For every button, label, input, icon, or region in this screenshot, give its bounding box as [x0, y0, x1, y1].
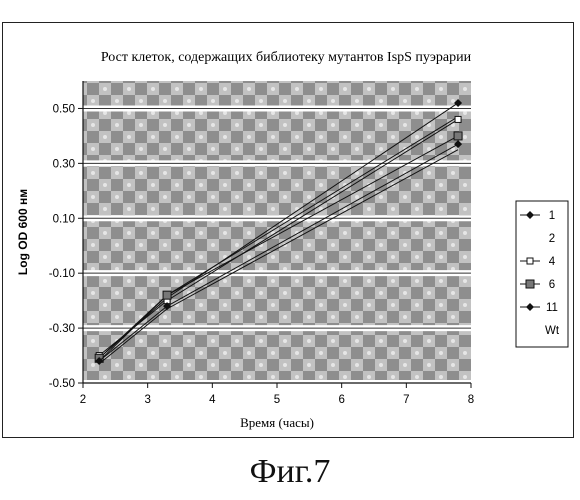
chart-svg: Рост клеток, содержащих библиотеку мутан…: [3, 23, 573, 437]
y-tick-label: 0.10: [53, 213, 75, 225]
legend-marker: [526, 280, 534, 288]
legend-label: 4: [549, 256, 556, 268]
legend: 1 2 4 6 11 Wt: [516, 201, 568, 347]
data-point: [163, 291, 171, 299]
legend-label: 11: [546, 302, 558, 314]
x-tick-label: 5: [274, 394, 280, 406]
x-tick-label: 8: [468, 394, 474, 406]
legend-label: Wt: [545, 325, 560, 337]
x-tick-label: 3: [144, 394, 150, 406]
legend-label: 2: [549, 233, 555, 245]
x-tick-label: 4: [209, 394, 216, 406]
y-tick-label: 0.50: [53, 103, 75, 115]
x-axis-ticks: 2 3 4 5 6 7 8: [80, 383, 474, 406]
legend-entry: Wt: [545, 325, 560, 337]
legend-box: [516, 201, 568, 347]
y-tick-label: 0.30: [53, 158, 75, 170]
legend-entry: 2: [549, 233, 555, 245]
y-tick-label: -0.10: [49, 268, 75, 280]
figure-caption: Фиг.7: [0, 452, 580, 492]
chart-title: Рост клеток, содержащих библиотеку мутан…: [101, 50, 472, 65]
legend-label: 6: [549, 279, 555, 291]
y-axis-label: Log OD 600 нм: [16, 189, 30, 275]
x-axis-label: Время (часы): [240, 415, 314, 430]
x-tick-label: 6: [338, 394, 344, 406]
x-tick-label: 2: [80, 394, 86, 406]
data-point: [454, 132, 462, 140]
x-tick-label: 7: [403, 394, 409, 406]
legend-marker: [527, 258, 533, 264]
y-tick-label: -0.30: [49, 323, 75, 335]
y-tick-label: -0.50: [49, 378, 75, 390]
y-axis-ticks: 0.50 0.30 0.10 -0.10 -0.30 -0.50: [49, 103, 83, 390]
chart-frame: Рост клеток, содержащих библиотеку мутан…: [2, 22, 574, 438]
legend-label: 1: [549, 210, 555, 222]
data-point: [455, 116, 461, 122]
